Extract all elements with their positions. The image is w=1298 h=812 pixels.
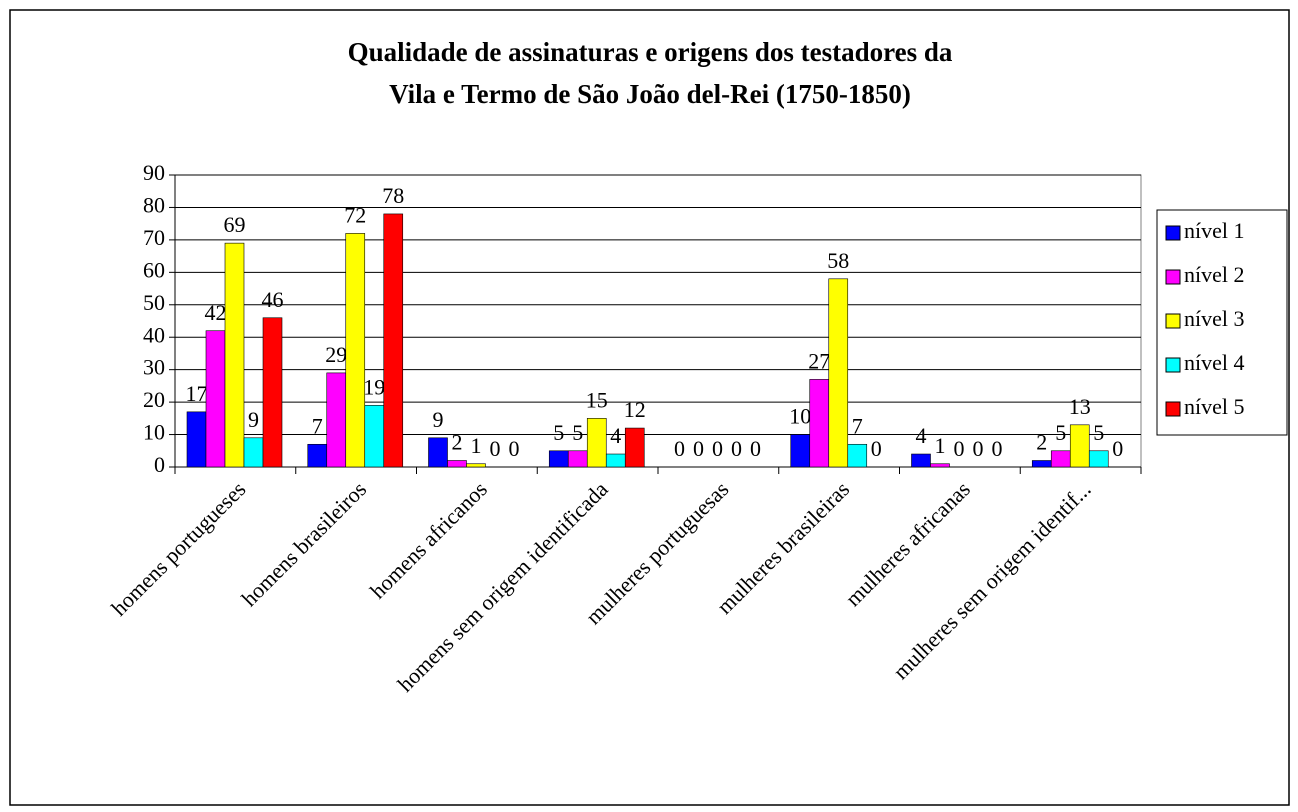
data-label: 0 [490,436,501,461]
data-label: 9 [248,407,259,432]
data-label: 12 [624,397,646,422]
data-label: 0 [992,436,1003,461]
y-tick-label: 70 [143,225,165,250]
y-tick-label: 40 [143,322,165,347]
data-label: 0 [750,436,761,461]
legend-swatch [1165,313,1181,329]
data-label: 1 [471,433,482,458]
data-label: 69 [224,212,246,237]
bar [828,278,849,468]
data-label: 5 [1055,420,1066,445]
y-tick-label: 90 [143,160,165,185]
bar [911,453,931,468]
data-label: 42 [205,300,227,325]
data-label: 46 [262,287,284,312]
legend-label: nível 2 [1184,262,1245,287]
bar [243,437,264,468]
bar [364,405,385,468]
data-label: 0 [693,436,704,461]
legend-swatch [1165,357,1181,373]
bar [466,463,486,468]
data-label: 13 [1069,394,1091,419]
bar [326,372,347,468]
data-label: 5 [1093,420,1104,445]
data-label: 1 [935,433,946,458]
y-tick-label: 10 [143,420,165,445]
data-label: 0 [712,436,723,461]
data-label: 58 [827,248,849,273]
bar [1069,424,1090,468]
data-label: 72 [344,202,366,227]
y-tick-label: 30 [143,355,165,380]
bar [262,317,283,468]
bar [605,453,626,468]
legend-label: nível 1 [1184,218,1245,243]
bar [790,434,811,468]
bar [345,233,366,468]
chart-title: Qualidade de assinaturas e origens dos t… [348,37,953,67]
y-tick-label: 80 [143,192,165,217]
bar [809,379,830,468]
data-label: 2 [1036,430,1047,455]
legend-label: nível 4 [1184,350,1245,375]
bar [383,213,404,468]
data-label: 78 [382,183,404,208]
legend-label: nível 5 [1184,394,1245,419]
bar [186,411,207,468]
bar [205,330,226,468]
bar [1031,460,1052,468]
data-label: 0 [973,436,984,461]
bar [567,450,588,468]
y-tick-label: 0 [154,452,165,477]
y-tick-label: 20 [143,387,165,412]
data-label: 15 [586,387,608,412]
legend-swatch [1165,401,1181,417]
data-label: 7 [852,413,863,438]
bar [930,463,950,468]
data-label: 0 [731,436,742,461]
data-label: 5 [553,420,564,445]
data-label: 4 [610,423,621,448]
data-label: 2 [452,430,463,455]
data-label: 29 [325,342,347,367]
bar [447,460,467,468]
data-label: 4 [916,423,927,448]
bar [548,450,569,468]
bar [428,437,448,468]
y-tick-label: 50 [143,290,165,315]
bar [224,242,245,468]
data-label: 0 [674,436,685,461]
data-label: 17 [186,381,208,406]
bar [847,443,868,468]
data-label: 9 [433,407,444,432]
legend-swatch [1165,269,1181,285]
chart-title: Vila e Termo de São João del-Rei (1750-1… [389,79,911,109]
bar [307,443,328,468]
data-label: 0 [871,436,882,461]
data-label: 0 [509,436,520,461]
bar [586,418,607,468]
bar [624,427,645,468]
legend-label: nível 3 [1184,306,1245,331]
data-label: 19 [363,374,385,399]
data-label: 7 [312,413,323,438]
bar [1050,450,1071,468]
data-label: 0 [954,436,965,461]
bar [1088,450,1109,468]
data-label: 5 [572,420,583,445]
data-label: 27 [808,348,830,373]
y-tick-label: 60 [143,257,165,282]
data-label: 10 [789,404,811,429]
legend-swatch [1165,225,1181,241]
data-label: 0 [1112,436,1123,461]
